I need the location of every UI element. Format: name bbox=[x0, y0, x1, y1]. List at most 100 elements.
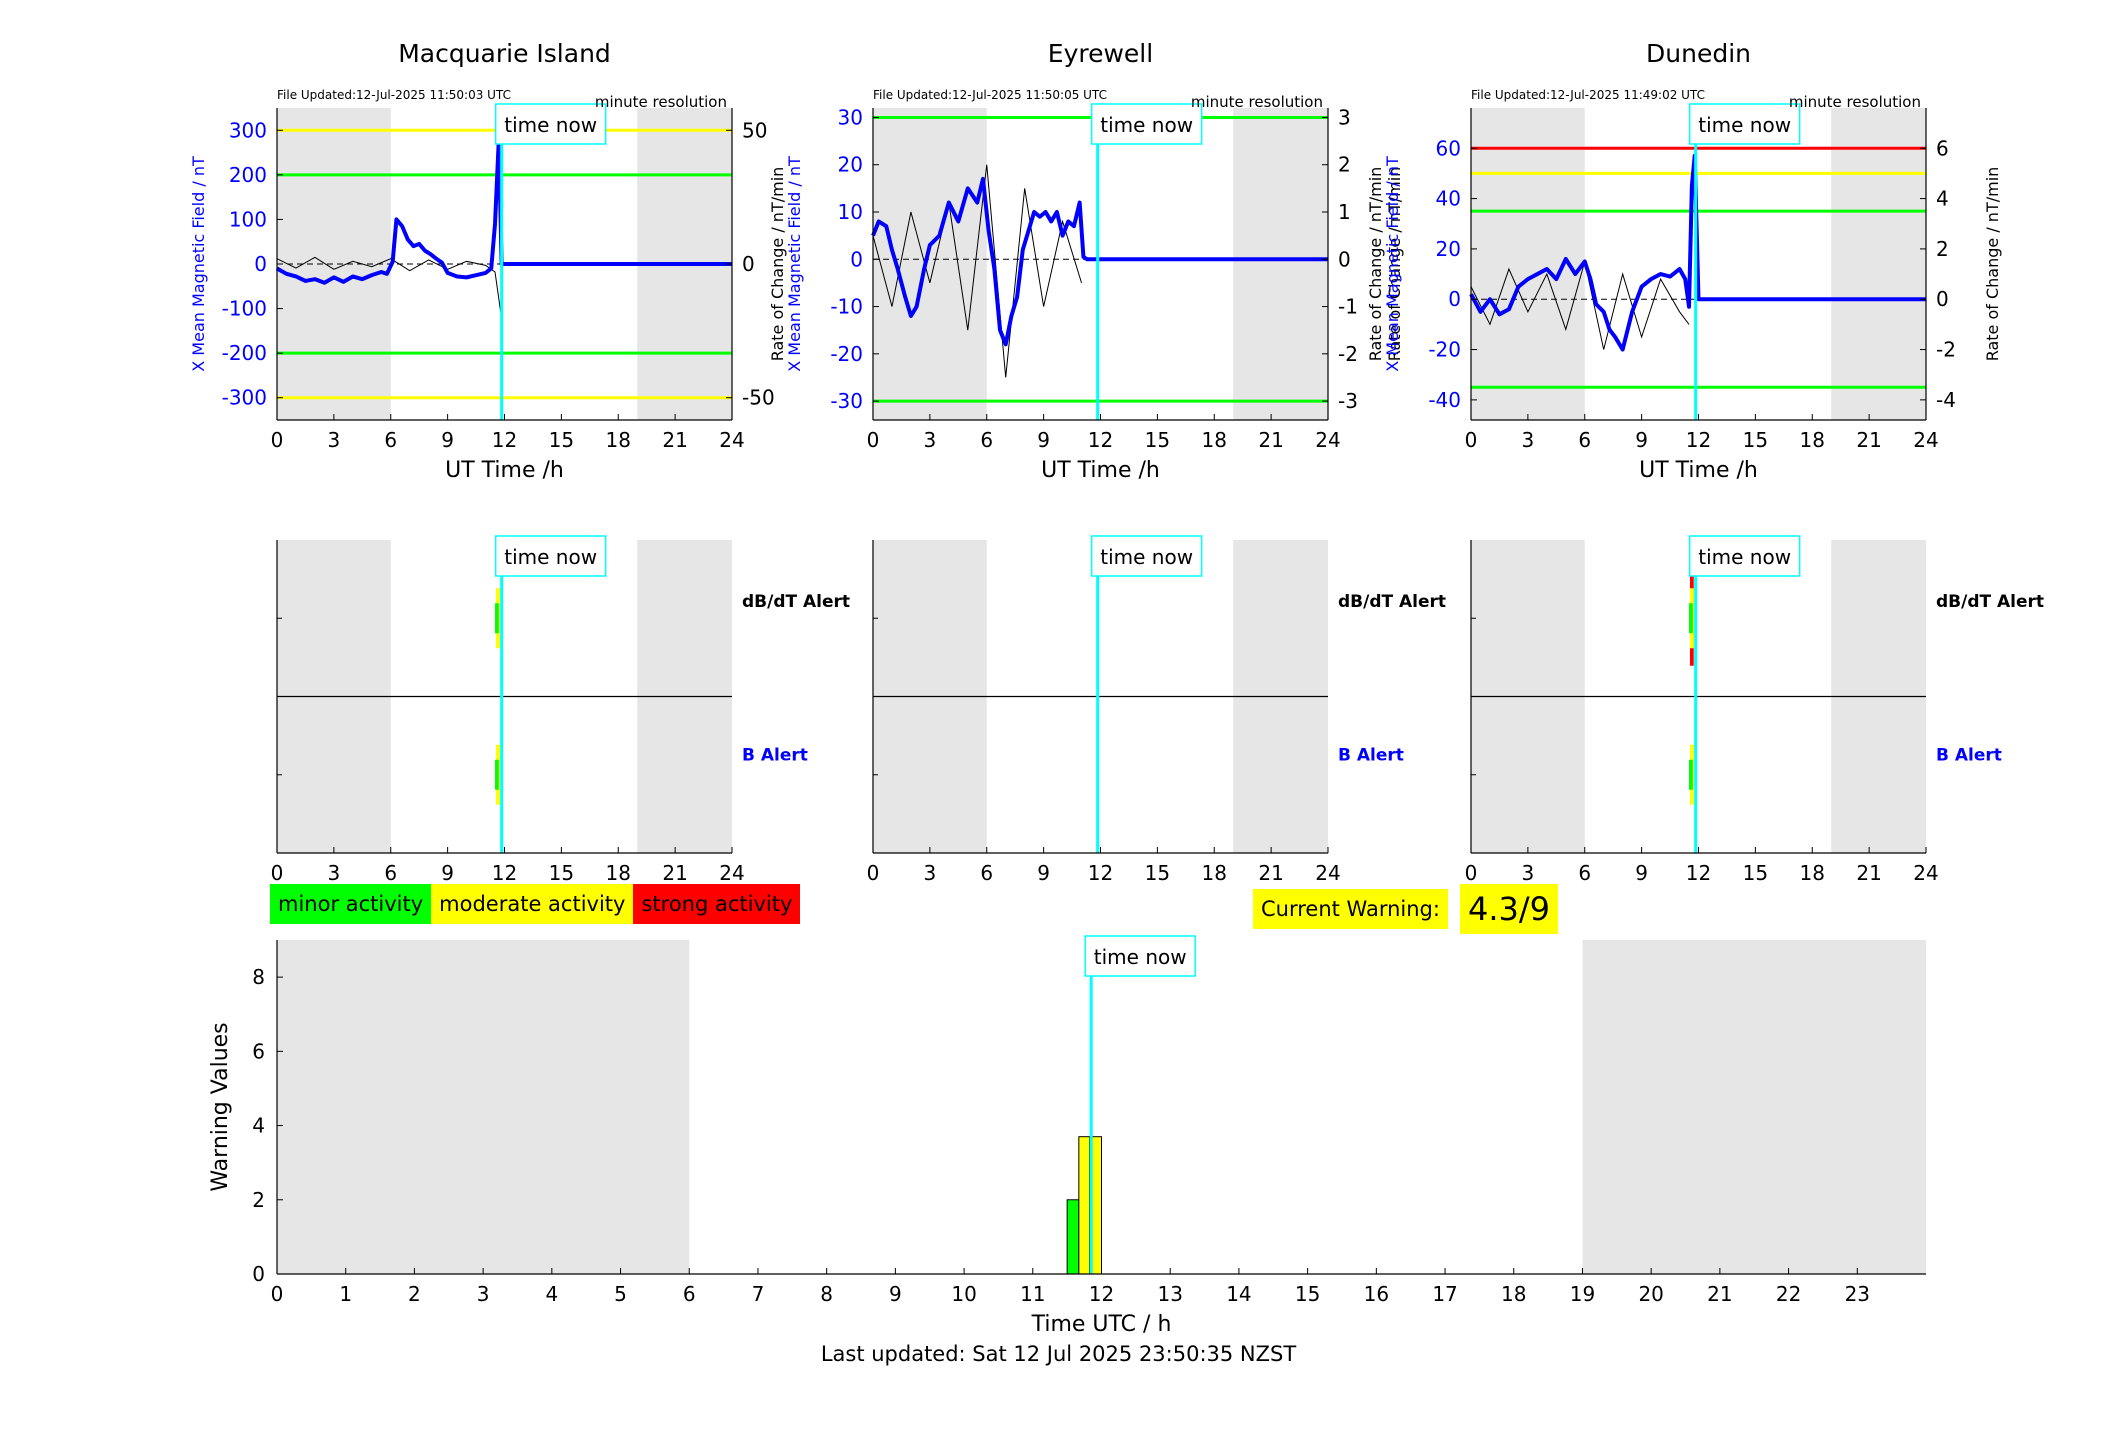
warning-ylabel: Warning Values bbox=[208, 1022, 233, 1191]
warning-ytick-label: 2 bbox=[252, 1188, 265, 1212]
macquarie-ytick-label: -200 bbox=[222, 341, 267, 365]
macquarie-xtick-label: 9 bbox=[441, 428, 454, 452]
warning-xtick-label: 13 bbox=[1157, 1282, 1182, 1306]
macquarie-ytick-label: -100 bbox=[222, 297, 267, 321]
eyrewell-alert-xtick-label: 9 bbox=[1037, 861, 1050, 885]
activity-legend: minor activity moderate activity strong … bbox=[270, 884, 801, 924]
eyrewell-alert-xtick-label: 15 bbox=[1145, 861, 1170, 885]
eyrewell-ylabel: X Mean Magnetic Field / nT bbox=[785, 156, 804, 372]
dunedin-ytick-label: 40 bbox=[1436, 187, 1461, 211]
warning-xlabel: Time UTC / h bbox=[1031, 1312, 1172, 1337]
dunedin-xtick-label: 21 bbox=[1856, 428, 1881, 452]
eyrewell-right-ytick-label: -1 bbox=[1338, 295, 1358, 319]
eyrewell-alert-xtick-label: 12 bbox=[1088, 861, 1113, 885]
dunedin-alert-xtick-label: 6 bbox=[1578, 861, 1591, 885]
dunedin-alert-xtick-label: 24 bbox=[1913, 861, 1938, 885]
eyrewell-right-ytick-label: -2 bbox=[1338, 342, 1358, 366]
macquarie-resolution: minute resolution bbox=[595, 93, 727, 111]
warning-xtick-label: 11 bbox=[1020, 1282, 1045, 1306]
dunedin-xtick-label: 18 bbox=[1800, 428, 1825, 452]
warning-time-now-label: time now bbox=[1094, 945, 1187, 969]
dunedin-xtick-label: 12 bbox=[1686, 428, 1711, 452]
dunedin-ytick-label: 0 bbox=[1448, 287, 1461, 311]
eyrewell-rate-ylabel-right: Rate of Change / nT/min bbox=[1385, 167, 1404, 362]
macquarie-ytick-label: 100 bbox=[229, 207, 267, 231]
warning-xtick-label: 17 bbox=[1432, 1282, 1457, 1306]
macquarie-alert-xtick-label: 24 bbox=[719, 861, 744, 885]
dunedin-night-shade-1 bbox=[1831, 108, 1926, 420]
macquarie-alert-b-bar-1 bbox=[495, 759, 499, 790]
eyrewell-alert-b-label: B Alert bbox=[1338, 746, 1404, 766]
warning-xtick-label: 0 bbox=[271, 1282, 284, 1306]
legend-strong-activity: strong activity bbox=[633, 884, 801, 924]
eyrewell-night-shade-0 bbox=[873, 108, 987, 420]
eyrewell-xtick-label: 15 bbox=[1145, 428, 1170, 452]
dunedin-file-updated: File Updated:12-Jul-2025 11:49:02 UTC bbox=[1471, 88, 1705, 102]
last-updated-text: Last updated: Sat 12 Jul 2025 23:50:35 N… bbox=[820, 1342, 1297, 1366]
macquarie-alert-xtick-label: 15 bbox=[549, 861, 574, 885]
legend-minor-activity: minor activity bbox=[270, 884, 432, 924]
dunedin-right-ytick-label: 2 bbox=[1936, 237, 1949, 261]
warning-xtick-label: 5 bbox=[614, 1282, 627, 1306]
eyrewell-chart-title: Eyrewell bbox=[1048, 39, 1153, 68]
macquarie-alert-time-now-box bbox=[494, 535, 607, 577]
macquarie-xlabel: UT Time /h bbox=[445, 458, 564, 483]
eyrewell-rate-series bbox=[872, 164, 1083, 378]
macquarie-alert-xtick-label: 3 bbox=[328, 861, 341, 885]
eyrewell-ytick-label: 30 bbox=[838, 105, 863, 129]
eyrewell-resolution: minute resolution bbox=[1191, 93, 1323, 111]
warning-xtick-label: 2 bbox=[408, 1282, 421, 1306]
macquarie-xtick-label: 0 bbox=[271, 428, 284, 452]
warning-xtick-label: 1 bbox=[339, 1282, 352, 1306]
warning-xtick-label: 6 bbox=[683, 1282, 696, 1306]
dunedin-xlabel: UT Time /h bbox=[1639, 458, 1758, 483]
eyrewell-right-ytick-label: 0 bbox=[1338, 247, 1351, 271]
dunedin-xtick-label: 6 bbox=[1578, 428, 1591, 452]
legend-moderate-activity: moderate activity bbox=[431, 884, 634, 924]
macquarie-xtick-label: 18 bbox=[606, 428, 631, 452]
eyrewell-alert-xtick-label: 3 bbox=[924, 861, 937, 885]
dunedin-right-ytick-label: 6 bbox=[1936, 136, 1949, 160]
macquarie-xtick-label: 15 bbox=[549, 428, 574, 452]
eyrewell-ytick-label: 10 bbox=[838, 200, 863, 224]
eyrewell-alert-dbdt-label: dB/dT Alert bbox=[1338, 592, 1446, 612]
dunedin-alert-xtick-label: 0 bbox=[1465, 861, 1478, 885]
dunedin-alert-b-bar-1 bbox=[1689, 759, 1693, 790]
current-warning-label: Current Warning: bbox=[1253, 889, 1448, 929]
macquarie-ytick-label: 300 bbox=[229, 118, 267, 142]
dunedin-alert-xtick-label: 9 bbox=[1635, 861, 1648, 885]
warning-ytick-label: 8 bbox=[252, 965, 265, 989]
warning-night-shade-0 bbox=[277, 940, 690, 1274]
warning-xtick-label: 19 bbox=[1570, 1282, 1595, 1306]
warning-xtick-label: 20 bbox=[1638, 1282, 1663, 1306]
dunedin-alert-xtick-label: 15 bbox=[1743, 861, 1768, 885]
warning-bar-1 bbox=[1078, 1136, 1091, 1275]
eyrewell-alert-xtick-label: 24 bbox=[1315, 861, 1340, 885]
macquarie-alert-xtick-label: 12 bbox=[492, 861, 517, 885]
dunedin-rate-ylabel-right: Rate of Change / nT/min bbox=[1983, 167, 2002, 362]
warning-xtick-label: 18 bbox=[1501, 1282, 1526, 1306]
warning-xtick-label: 23 bbox=[1845, 1282, 1870, 1306]
eyrewell-alert-xtick-label: 18 bbox=[1202, 861, 1227, 885]
eyrewell-time-now-label: time now bbox=[1100, 113, 1193, 137]
dunedin-xtick-label: 3 bbox=[1522, 428, 1535, 452]
eyrewell-xtick-label: 3 bbox=[924, 428, 937, 452]
eyrewell-xtick-label: 12 bbox=[1088, 428, 1113, 452]
eyrewell-rate-ylabel-left: Rate of Change / nT/min bbox=[768, 167, 787, 362]
macquarie-time-now-box bbox=[494, 103, 607, 145]
eyrewell-file-updated: File Updated:12-Jul-2025 11:50:05 UTC bbox=[873, 88, 1107, 102]
eyrewell-right-ytick-label: 2 bbox=[1338, 153, 1351, 177]
macquarie-alert-xtick-label: 18 bbox=[606, 861, 631, 885]
eyrewell-alert-time-now-label: time now bbox=[1100, 545, 1193, 569]
eyrewell-xtick-label: 9 bbox=[1037, 428, 1050, 452]
warning-xtick-label: 21 bbox=[1707, 1282, 1732, 1306]
warning-xtick-label: 3 bbox=[477, 1282, 490, 1306]
eyrewell-xtick-label: 6 bbox=[980, 428, 993, 452]
macquarie-night-shade-0 bbox=[277, 108, 391, 420]
eyrewell-alert-xtick-label: 0 bbox=[867, 861, 880, 885]
dunedin-alert-dbdt-label: dB/dT Alert bbox=[1936, 592, 2044, 612]
dunedin-chart-title: Dunedin bbox=[1646, 39, 1751, 68]
eyrewell-ytick-label: 20 bbox=[838, 153, 863, 177]
macquarie-file-updated: File Updated:12-Jul-2025 11:50:03 UTC bbox=[277, 88, 511, 102]
dunedin-rate-ylabel-left: Rate of Change / nT/min bbox=[1366, 167, 1385, 362]
